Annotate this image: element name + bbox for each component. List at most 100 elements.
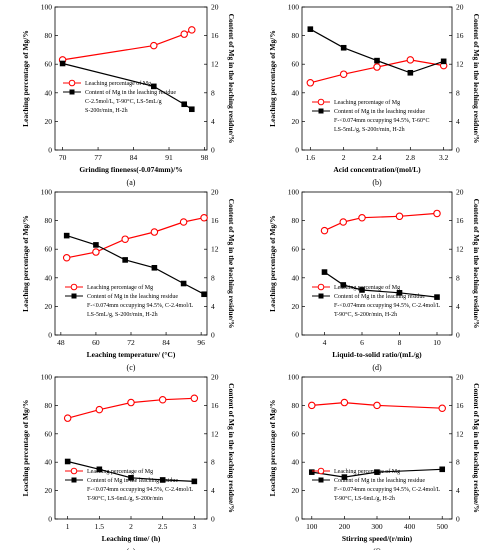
y-right-tick-label: 16 [456,216,464,225]
panel-label: (e) [127,547,136,550]
x-tick-label: 96 [197,338,205,347]
y-left-tick-label: 20 [45,302,53,311]
data-point-square [189,106,195,113]
legend-conditions: F-<0.074mm occupying 94.5%, C-2.4mol/L [334,303,441,309]
x-tick-label: 500 [437,522,449,531]
data-point-circle [406,56,415,64]
data-point-circle [150,41,158,50]
data-point-circle [306,79,315,87]
plot-frame [54,6,208,151]
y-right-tick-label: 16 [211,31,219,40]
data-point-circle [340,398,349,407]
plot-frame [301,191,453,336]
x-tick-label: 400 [404,522,416,531]
data-point-circle [339,218,347,226]
x-tick-label: 300 [371,522,383,531]
y-right-tick-label: 12 [456,60,464,69]
y-left-tick-label: 100 [41,373,53,382]
data-point-square [307,26,314,32]
residue-content-line [311,468,443,478]
legend-label: Content of Mg in the leaching residue [334,108,425,115]
y-left-tick-label: 100 [41,188,53,197]
x-tick-label: 2 [129,522,133,531]
y-left-tick-label: 60 [292,60,300,69]
y-right-tick-label: 20 [211,188,219,197]
y-right-tick-label: 8 [211,88,215,97]
data-point-square [321,269,328,275]
x-tick-label: 1.5 [95,522,105,531]
x-tick-label: 1 [66,522,70,531]
residue-content-line [66,235,205,295]
y-left-tick-label: 100 [288,373,300,382]
y-right-tick-label: 12 [211,60,219,69]
y-right-tick-label: 8 [456,273,460,282]
y-left-tick-label: 60 [45,429,53,438]
data-point-circle [339,70,348,78]
y-left-tick-label: 0 [295,331,299,340]
data-point-circle [373,63,381,71]
legend-conditions: LS-5mL/g, S-200r/min, H-2h [87,312,158,318]
data-point-square [340,44,347,51]
data-point-circle [308,401,316,410]
legend-marker-square [318,477,324,483]
data-point-circle [121,235,129,243]
data-point-circle [63,414,72,422]
data-point-square [151,83,157,90]
legend-conditions: LS-5mL/g, S-200r/min, H-2h [334,127,405,133]
data-point-square [159,477,166,483]
y-right-tick-label: 4 [211,486,215,495]
chart-panel: 1.6 2 2.4 2.8 3.2 0 20 40 60 80 100 0 4 8 12 16 20 Acid c… [268,3,481,188]
data-point-circle [179,218,188,226]
y-right-axis-title: Content of Mg in the leaching residue/% [472,14,481,144]
y-right-tick-label: 20 [456,3,464,12]
legend-label: Content of Mg in the leaching residue [85,89,176,96]
data-point-circle [95,405,104,414]
legend-marker-square [71,477,77,483]
y-right-tick-label: 0 [211,146,215,155]
legend-label: Content of Mg in the leaching residue [87,477,178,484]
x-tick-label: 1.6 [306,153,316,162]
y-right-tick-label: 4 [456,302,460,311]
legend-label: Leaching percentage of Mg [87,284,153,291]
data-point-circle [433,209,441,218]
legend-conditions: S-200r/min, H-2h [85,108,128,114]
y-right-tick-label: 4 [456,486,460,495]
data-point-square [396,290,403,296]
y-left-tick-label: 60 [45,245,53,254]
y-right-tick-label: 20 [211,3,219,12]
y-right-tick-label: 16 [211,216,219,225]
data-point-square [96,466,103,473]
data-point-square [64,458,71,465]
legend: Leaching percentage of Mg Content of Mg i… [63,79,176,114]
legend-marker-circle [70,283,78,291]
y-left-tick-label: 0 [295,146,299,155]
legend-label: Leaching percentage of Mg [85,80,151,87]
x-axis-title: Liquid-to-solid ratio/(mL/g) [332,350,422,359]
leaching-percentage-line [62,29,193,61]
data-point-circle [158,395,167,404]
panel-label: (c) [127,363,136,372]
y-right-axis-title: Content of Mg in the leaching residue/% [227,14,236,144]
y-left-tick-label: 80 [292,216,300,225]
y-left-axis-title: Leaching percentage of Mg/% [21,400,30,497]
panel-label: (f) [373,547,381,550]
chart-panel: 1 1.5 2 2.5 3 0 20 40 60 80 100 0 4 8 12 16 20 Leaching t… [21,373,236,550]
data-point-square [93,242,99,248]
data-point-square [181,101,187,108]
y-left-axis-title: Leaching percentage of Mg/% [268,30,277,127]
data-point-square [308,469,315,475]
data-point-circle [190,394,199,403]
x-axis-title: Acid concentration/(mol/L) [333,165,421,174]
legend-marker-circle [317,283,325,291]
legend-marker-circle [317,98,325,106]
x-tick-label: 2.4 [372,153,382,162]
legend-label: Content of Mg in the leaching residue [334,293,425,300]
y-left-tick-label: 80 [45,401,53,410]
y-left-tick-label: 0 [48,515,52,524]
y-left-tick-label: 0 [48,146,52,155]
y-left-tick-label: 20 [45,117,53,126]
leaching-percentage-line [311,401,443,409]
legend: Leaching percentage of Mg Content of Mg i… [312,98,429,133]
legend-conditions: T-90°C, S-200r/min, H-2h [334,311,397,318]
x-tick-label: 84 [130,153,138,162]
